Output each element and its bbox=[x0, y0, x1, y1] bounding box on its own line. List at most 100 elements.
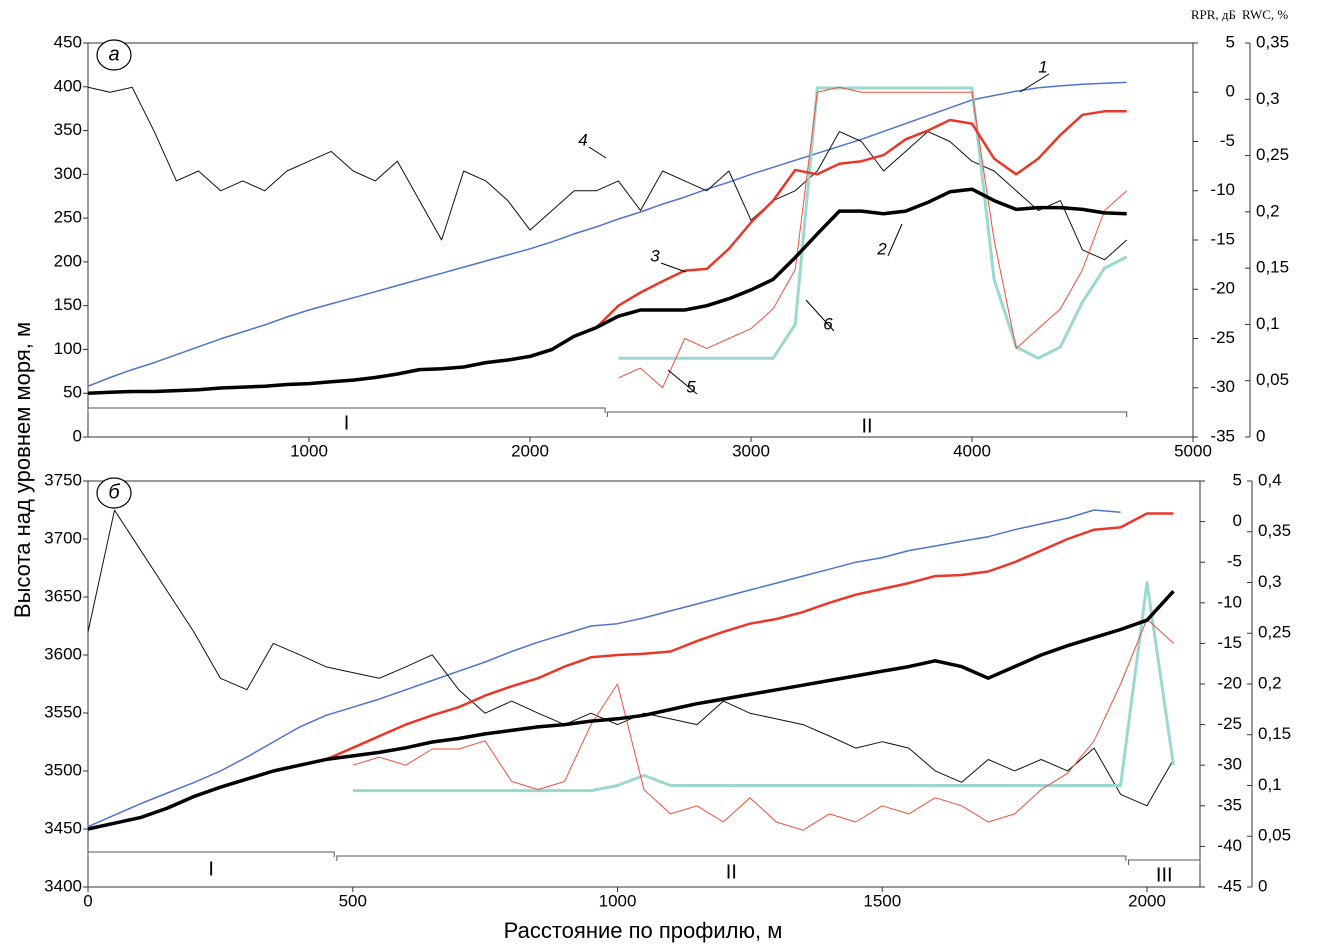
y3-tick-label: 0,15 bbox=[1258, 724, 1291, 743]
y2-tick-label: -5 bbox=[1220, 131, 1235, 150]
leader-line bbox=[887, 223, 903, 257]
y-tick-label: 3500 bbox=[44, 760, 82, 779]
y2-tick-label: -45 bbox=[1217, 876, 1242, 895]
data-line bbox=[352, 618, 1174, 831]
y3-tick-label: 0,15 bbox=[1256, 258, 1289, 277]
data-line bbox=[87, 590, 1175, 831]
y3-axis-title: RWC, % bbox=[1242, 7, 1288, 22]
series-label: 3 bbox=[650, 246, 660, 265]
y2-tick-label: 0 bbox=[1233, 511, 1242, 530]
leader-line bbox=[1019, 73, 1050, 93]
y-tick-label: 3600 bbox=[44, 644, 82, 663]
y3-tick-label: 0 bbox=[1258, 876, 1267, 895]
y2-tick-label: -20 bbox=[1210, 279, 1235, 298]
y3-tick-label: 0,05 bbox=[1258, 826, 1291, 845]
data-line bbox=[87, 81, 1127, 387]
y2-tick-label: -30 bbox=[1210, 377, 1235, 396]
y-tick-label: 250 bbox=[54, 208, 82, 227]
y2-tick-label: 5 bbox=[1233, 470, 1242, 489]
y2-tick-label: -20 bbox=[1217, 673, 1242, 692]
y2-tick-label: 0 bbox=[1226, 82, 1235, 101]
data-line bbox=[352, 581, 1175, 793]
y3-tick-label: 0,25 bbox=[1258, 623, 1291, 642]
data-line bbox=[618, 86, 1128, 360]
plot-frame bbox=[87, 480, 1201, 888]
y2-tick-label: -40 bbox=[1217, 836, 1242, 855]
data-line bbox=[87, 86, 1128, 261]
y2-tick-label: -15 bbox=[1217, 633, 1242, 652]
y-tick-label: 450 bbox=[54, 32, 82, 51]
panel-label: б bbox=[108, 481, 120, 503]
zone-label: III bbox=[1156, 864, 1173, 886]
data-line bbox=[87, 509, 1121, 828]
x-tick-label: 0 bbox=[83, 891, 92, 910]
x-tick-label: 3000 bbox=[732, 441, 770, 460]
y3-tick-label: 0,3 bbox=[1258, 572, 1282, 591]
y2-axis-title: RPR, дБ bbox=[1191, 7, 1236, 22]
zone-label: II bbox=[726, 861, 737, 883]
y3-tick-label: 0,3 bbox=[1256, 89, 1280, 108]
panel-label: а bbox=[108, 43, 119, 65]
y3-tick-label: 0,2 bbox=[1258, 673, 1282, 692]
x-tick-label: 4000 bbox=[953, 441, 991, 460]
y3-tick-label: 0,4 bbox=[1258, 470, 1282, 489]
zone-bracket bbox=[336, 855, 1127, 861]
x-tick-label: 2000 bbox=[511, 441, 549, 460]
y-tick-label: 100 bbox=[54, 339, 82, 358]
leader-line bbox=[667, 369, 698, 395]
y2-tick-label: -15 bbox=[1210, 229, 1235, 248]
y3-tick-label: 0,25 bbox=[1256, 145, 1289, 164]
y-tick-label: 0 bbox=[73, 426, 82, 445]
series-label: 1 bbox=[1038, 57, 1047, 76]
panel-label-circle bbox=[96, 477, 132, 509]
y3-tick-label: 0,35 bbox=[1256, 32, 1289, 51]
series-label: 2 bbox=[876, 239, 887, 258]
y-tick-label: 3550 bbox=[44, 702, 82, 721]
leader-line bbox=[588, 146, 607, 159]
plot-frame bbox=[87, 42, 1194, 438]
y-tick-label: 3450 bbox=[44, 818, 82, 837]
y3-tick-label: 0,1 bbox=[1256, 314, 1280, 333]
y2-tick-label: 5 bbox=[1226, 32, 1235, 51]
x-axis-title: Расстояние по профилю, м bbox=[504, 918, 783, 943]
y-tick-label: 3700 bbox=[44, 528, 82, 547]
y-tick-label: 200 bbox=[54, 251, 82, 270]
panel-label-circle bbox=[96, 39, 132, 71]
y-tick-label: 3750 bbox=[44, 470, 82, 489]
y-tick-label: 3650 bbox=[44, 586, 82, 605]
zone-label: I bbox=[208, 858, 214, 880]
x-tick-label: 1500 bbox=[863, 891, 901, 910]
x-tick-label: 2000 bbox=[1128, 891, 1166, 910]
y3-tick-label: 0 bbox=[1256, 426, 1265, 445]
y-tick-label: 150 bbox=[54, 295, 82, 314]
y2-tick-label: -35 bbox=[1210, 426, 1235, 445]
y3-tick-label: 0,1 bbox=[1258, 775, 1282, 794]
y-tick-label: 350 bbox=[54, 120, 82, 139]
leader-line bbox=[660, 262, 687, 273]
y2-tick-label: -25 bbox=[1217, 714, 1242, 733]
y-axis-title: Высота над уровнем моря, м bbox=[10, 322, 35, 618]
zone-label: I bbox=[344, 412, 350, 434]
x-tick-label: 1000 bbox=[599, 891, 637, 910]
series-label: 6 bbox=[823, 314, 833, 333]
y-tick-label: 3400 bbox=[44, 876, 82, 895]
y2-tick-label: -25 bbox=[1210, 328, 1235, 347]
y-tick-label: 400 bbox=[54, 76, 82, 95]
y-tick-label: 300 bbox=[54, 164, 82, 183]
y2-tick-label: -10 bbox=[1210, 180, 1235, 199]
x-tick-label: 5000 bbox=[1174, 441, 1212, 460]
y3-tick-label: 0,05 bbox=[1256, 370, 1289, 389]
y3-tick-label: 0,2 bbox=[1256, 201, 1280, 220]
y-tick-label: 50 bbox=[63, 383, 82, 402]
y2-tick-label: -30 bbox=[1217, 755, 1242, 774]
y2-tick-label: -35 bbox=[1217, 795, 1242, 814]
y2-tick-label: -5 bbox=[1227, 552, 1242, 571]
y2-tick-label: -10 bbox=[1217, 592, 1242, 611]
zone-bracket bbox=[87, 851, 335, 857]
data-line bbox=[87, 509, 1174, 807]
series-label: 5 bbox=[686, 377, 696, 396]
zone-bracket bbox=[606, 411, 1128, 417]
data-line bbox=[87, 110, 1127, 395]
y3-tick-label: 0,35 bbox=[1258, 521, 1291, 540]
